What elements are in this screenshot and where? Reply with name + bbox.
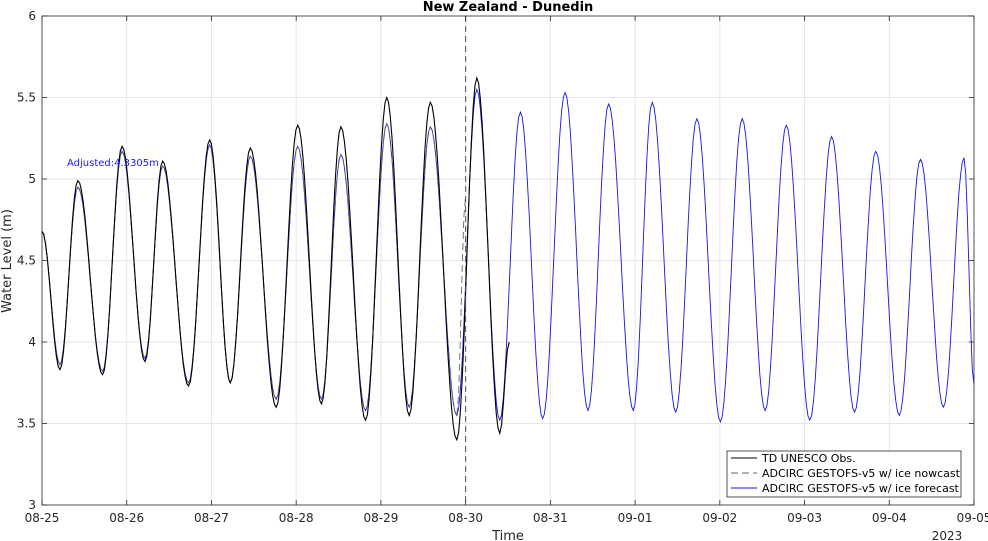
y-axis-label: Water Level (m) — [0, 209, 15, 313]
x-tick-label: 08-31 — [533, 511, 568, 525]
year-label: 2023 — [932, 529, 963, 541]
chart-title: New Zealand - Dunedin — [423, 0, 594, 15]
legend-label: ADCIRC GESTOFS-v5 w/ ice nowcast — [762, 467, 961, 480]
grid-lines — [42, 16, 974, 505]
legend: TD UNESCO Obs. ADCIRC GESTOFS-v5 w/ ice n… — [726, 450, 962, 498]
x-tick-label: 08-30 — [448, 511, 483, 525]
series-layer — [41, 75, 975, 442]
x-tick-label: 08-25 — [25, 511, 60, 525]
y-tick-label: 4 — [28, 335, 36, 349]
series-line-0 — [41, 75, 510, 442]
x-tick-label: 09-03 — [787, 511, 822, 525]
y-tick-label: 3.5 — [17, 417, 36, 431]
legend-label: ADCIRC GESTOFS-v5 w/ ice forecast — [762, 482, 960, 495]
x-tick-label: 09-01 — [618, 511, 653, 525]
adjusted-annotation: Adjusted:4.3305m — [67, 158, 159, 169]
x-tick-label: 08-28 — [279, 511, 314, 525]
y-tick-label: 5 — [28, 172, 36, 186]
x-tick-label: 08-27 — [194, 511, 229, 525]
y-tick-label: 4.5 — [17, 254, 36, 268]
x-tick-label: 09-05 — [957, 511, 988, 525]
y-tick-label: 5.5 — [17, 91, 36, 105]
legend-label: TD UNESCO Obs. — [761, 452, 856, 465]
x-axis-label: Time — [491, 529, 524, 541]
x-tick-label: 09-04 — [872, 511, 907, 525]
x-tick-label: 08-29 — [363, 511, 398, 525]
x-tick-label: 08-26 — [109, 511, 144, 525]
legend-box — [726, 450, 962, 498]
y-tick-label: 6 — [28, 9, 36, 23]
y-tick-label: 3 — [28, 498, 36, 512]
axes: 08-25 08-26 08-27 08-28 08-29 08-30 08-31 09-01… — [17, 9, 988, 525]
x-tick-label: 09-02 — [702, 511, 737, 525]
